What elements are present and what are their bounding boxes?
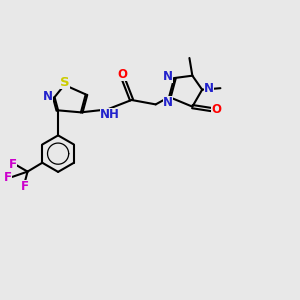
Text: O: O (117, 68, 127, 81)
Text: N: N (43, 90, 53, 103)
Text: NH: NH (100, 108, 120, 121)
Text: N: N (163, 96, 172, 109)
Text: N: N (163, 70, 173, 83)
Text: F: F (4, 171, 12, 184)
Text: F: F (9, 158, 17, 171)
Text: F: F (21, 180, 28, 194)
Text: O: O (211, 103, 221, 116)
Text: N: N (204, 82, 214, 95)
Text: S: S (60, 76, 70, 89)
